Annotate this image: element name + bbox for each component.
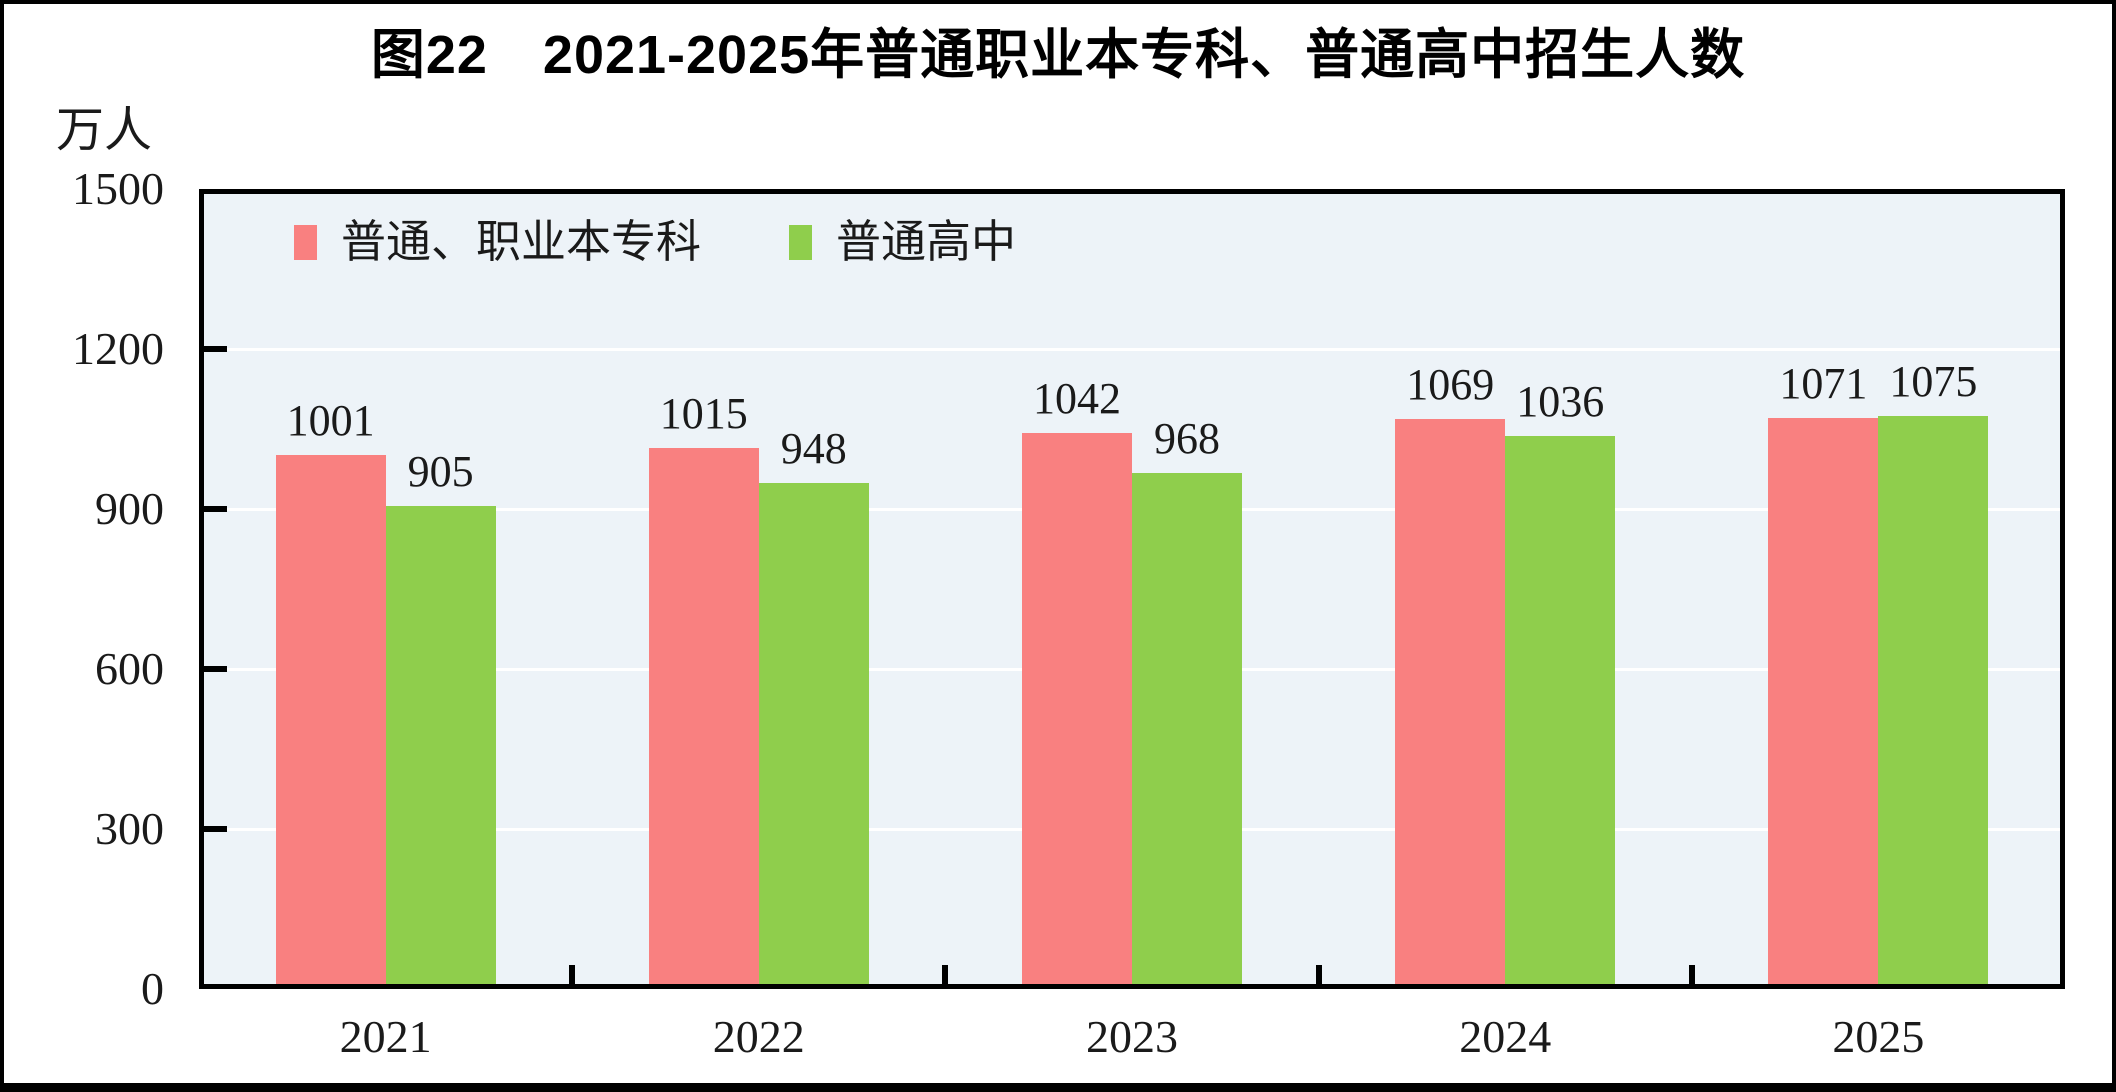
legend-item-普通高中: 普通高中 xyxy=(789,217,1016,267)
x-tick-mark-3 xyxy=(1315,965,1322,989)
bar-普通高中-2024 xyxy=(1505,436,1616,989)
y-tick-label-1200: 1200 xyxy=(72,323,164,374)
bar-普通、职业本专科-2025 xyxy=(1768,417,1879,989)
bar-普通、职业本专科-2024 xyxy=(1395,418,1506,989)
bar-普通、职业本专科-2022 xyxy=(648,447,759,989)
y-tick-mark-900 xyxy=(199,506,227,512)
y-axis-unit-label: 万人 xyxy=(56,104,153,157)
bar-value-label-普通、职业本专科-2025: 1071 xyxy=(1779,358,1868,408)
bar-value-label-普通、职业本专科-2022: 1015 xyxy=(659,388,748,438)
bar-value-label-普通高中-2023: 968 xyxy=(1154,413,1220,463)
x-tick-label-2025: 2025 xyxy=(1832,1011,1925,1062)
x-tick-label-2023: 2023 xyxy=(1086,1011,1178,1062)
bar-value-label-普通、职业本专科-2023: 1042 xyxy=(1033,374,1121,424)
legend-label: 普通高中 xyxy=(836,217,1017,267)
legend-swatch-icon xyxy=(789,224,813,260)
x-tick-mark-2 xyxy=(942,965,949,989)
y-tick-label-900: 900 xyxy=(95,483,164,534)
bar-普通高中-2022 xyxy=(758,483,869,989)
bar-value-label-普通、职业本专科-2024: 1069 xyxy=(1406,359,1495,409)
x-tick-mark-1 xyxy=(569,965,576,989)
legend-label: 普通、职业本专科 xyxy=(341,217,702,267)
y-tick-label-600: 600 xyxy=(95,643,164,694)
legend-item-普通、职业本专科: 普通、职业本专科 xyxy=(294,217,701,267)
bar-value-label-普通高中-2022: 948 xyxy=(780,424,847,474)
legend-swatch-icon xyxy=(294,224,317,260)
bar-普通、职业本专科-2023 xyxy=(1022,433,1132,989)
bar-普通高中-2021 xyxy=(385,506,496,989)
bar-value-label-普通、职业本专科-2021: 1001 xyxy=(286,396,375,446)
legend: 普通、职业本专科 普通高中 xyxy=(294,217,1016,267)
chart-title: 图22 2021-2025年普通职业本专科、普通高中招生人数 xyxy=(370,25,1746,85)
x-tick-label-2022: 2022 xyxy=(712,1011,805,1062)
y-tick-label-0: 0 xyxy=(141,963,164,1014)
x-tick-label-2021: 2021 xyxy=(339,1011,432,1062)
bar-普通高中-2025 xyxy=(1878,415,1989,989)
y-tick-label-300: 300 xyxy=(95,803,164,854)
bar-value-label-普通高中-2024: 1036 xyxy=(1516,377,1605,427)
bar-普通、职业本专科-2021 xyxy=(275,455,386,989)
x-tick-label-2024: 2024 xyxy=(1459,1011,1552,1062)
bar-value-label-普通高中-2025: 1075 xyxy=(1889,356,1978,406)
y-tick-mark-1200 xyxy=(199,346,227,352)
bar-普通高中-2023 xyxy=(1132,472,1242,989)
y-tick-label-1500: 1500 xyxy=(72,163,164,214)
gridline-1200 xyxy=(199,347,2065,351)
x-tick-mark-4 xyxy=(1688,965,1695,989)
plot-area: 1001 905 1015 948 1042 968 1069 1036 1071 1075 普通… xyxy=(199,189,2065,989)
bar-value-label-普通高中-2021: 905 xyxy=(407,447,474,497)
y-tick-mark-300 xyxy=(199,826,227,832)
y-tick-mark-600 xyxy=(199,666,227,672)
